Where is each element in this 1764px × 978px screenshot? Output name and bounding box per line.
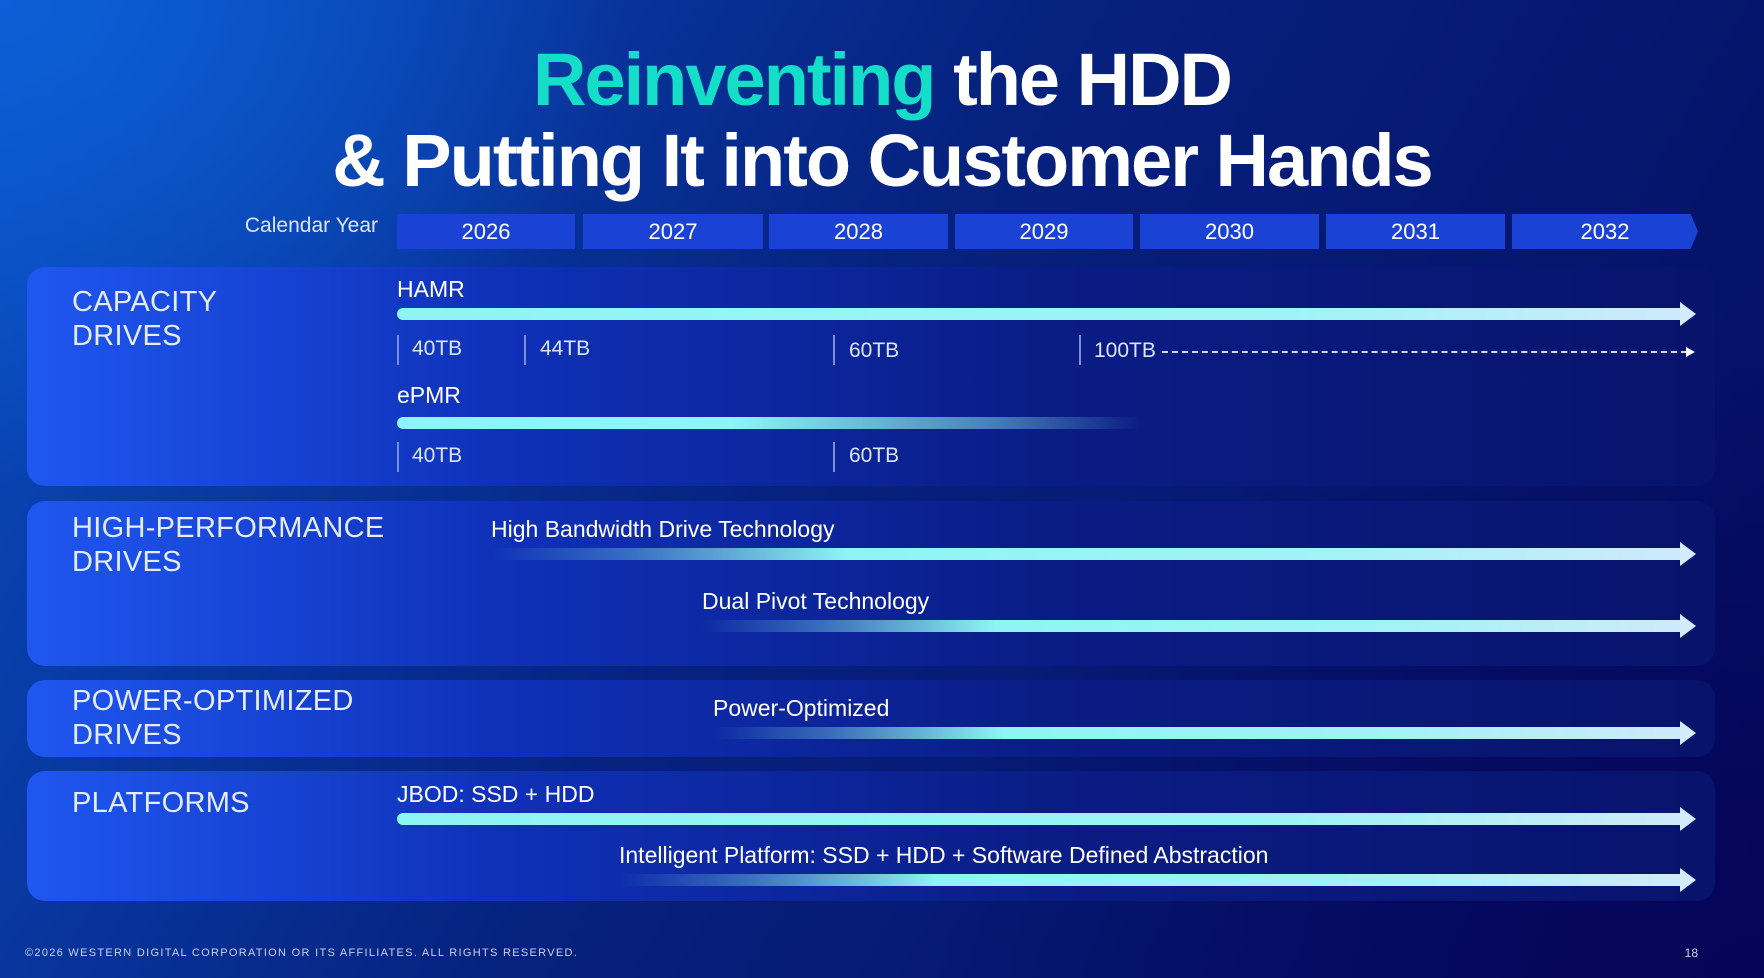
power-optimized-panel: POWER-OPTIMIZED DRIVES bbox=[27, 680, 1715, 757]
title-line-1: Reinventing the HDD bbox=[0, 40, 1764, 120]
hamr-future-arrow bbox=[1162, 347, 1695, 357]
title-line-1-rest: the HDD bbox=[934, 38, 1233, 121]
jbod-bar bbox=[397, 807, 1696, 831]
intelligent-platform-bar bbox=[619, 868, 1696, 892]
hbd-technology-bar bbox=[491, 542, 1696, 566]
high-performance-label-line-1: HIGH-PERFORMANCE bbox=[72, 512, 385, 544]
dual-pivot-bar bbox=[702, 614, 1696, 638]
capacity-drives-label: CAPACITY DRIVES bbox=[72, 285, 217, 353]
epmr-tick-60tb bbox=[833, 442, 835, 472]
hamr-capacity-100tb: 100TB bbox=[1094, 339, 1156, 362]
year-2028: 2028 bbox=[769, 214, 948, 249]
power-optimized-label-line-1: POWER-OPTIMIZED bbox=[72, 685, 354, 717]
year-2029: 2029 bbox=[955, 214, 1133, 249]
power-optimized-bar bbox=[713, 721, 1696, 745]
title-accent: Reinventing bbox=[533, 38, 936, 121]
hamr-label: HAMR bbox=[397, 276, 465, 302]
capacity-label-line-2: DRIVES bbox=[72, 320, 182, 352]
hamr-capacity-40tb: 40TB bbox=[412, 337, 463, 360]
power-optimized-label-line-2: DRIVES bbox=[72, 719, 182, 751]
hamr-tick-40tb bbox=[397, 335, 399, 365]
high-performance-panel: HIGH-PERFORMANCE DRIVES bbox=[27, 501, 1715, 666]
dual-pivot-label: Dual Pivot Technology bbox=[702, 588, 930, 614]
copyright-footer: ©2026 WESTERN DIGITAL CORPORATION OR ITS… bbox=[25, 947, 579, 959]
epmr-tick-40tb bbox=[397, 442, 399, 472]
hamr-capacity-44tb: 44TB bbox=[540, 337, 591, 360]
year-2027: 2027 bbox=[583, 214, 763, 249]
intelligent-platform-label: Intelligent Platform: SSD + HDD + Softwa… bbox=[619, 842, 1269, 868]
year-2026: 2026 bbox=[397, 214, 575, 249]
hamr-tick-44tb bbox=[524, 335, 526, 365]
slide-title: Reinventing the HDD & Putting It into Cu… bbox=[0, 40, 1764, 202]
epmr-label: ePMR bbox=[397, 382, 461, 408]
epmr-capacity-40tb: 40TB bbox=[412, 444, 463, 467]
title-line-2: & Putting It into Customer Hands bbox=[332, 119, 1433, 202]
capacity-drives-panel: CAPACITY DRIVES bbox=[27, 267, 1715, 486]
page-number: 18 bbox=[1684, 946, 1698, 960]
capacity-label-line-1: CAPACITY bbox=[72, 286, 218, 318]
high-performance-label-line-2: DRIVES bbox=[72, 546, 182, 578]
power-optimized-label: POWER-OPTIMIZED DRIVES bbox=[72, 684, 354, 752]
high-performance-label: HIGH-PERFORMANCE DRIVES bbox=[72, 511, 385, 579]
platforms-label: PLATFORMS bbox=[72, 787, 250, 819]
jbod-label: JBOD: SSD + HDD bbox=[397, 781, 595, 807]
year-2032: 2032 bbox=[1512, 214, 1698, 249]
epmr-bar bbox=[397, 417, 1142, 429]
epmr-capacity-60tb: 60TB bbox=[849, 444, 900, 467]
power-optimized-lane-label: Power-Optimized bbox=[713, 695, 890, 721]
year-2031: 2031 bbox=[1326, 214, 1505, 249]
hbd-technology-label: High Bandwidth Drive Technology bbox=[491, 516, 835, 542]
hamr-bar bbox=[397, 302, 1696, 326]
hamr-capacity-60tb: 60TB bbox=[849, 339, 900, 362]
calendar-year-label: Calendar Year bbox=[244, 214, 378, 237]
hamr-tick-60tb bbox=[833, 335, 835, 365]
hamr-tick-100tb bbox=[1079, 335, 1081, 365]
year-2030: 2030 bbox=[1140, 214, 1319, 249]
